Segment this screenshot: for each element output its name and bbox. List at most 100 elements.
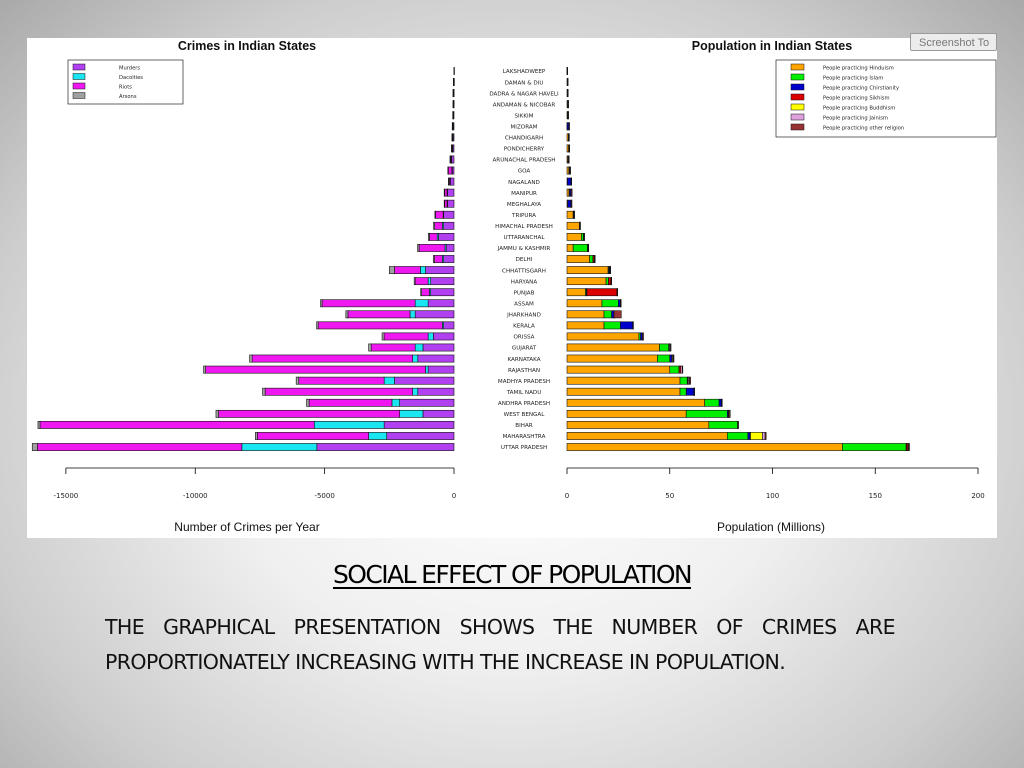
population-bar-segment xyxy=(567,177,572,186)
crimes-legend-swatch xyxy=(72,92,86,99)
crimes-bar-segment xyxy=(443,255,455,263)
crimes-bar-segment xyxy=(254,432,258,440)
crimes-bar-segment xyxy=(317,321,443,330)
population-legend-label: People practicing Hinduism xyxy=(823,66,894,72)
state-label: KARNATAKA xyxy=(507,357,540,363)
crimes-bar-segment xyxy=(262,387,266,396)
population-legend-swatch xyxy=(790,93,805,101)
state-label: ORISSA xyxy=(514,335,535,341)
state-label: CHHATTISGARH xyxy=(502,268,546,274)
crimes-legend-swatch xyxy=(72,82,86,90)
crimes-bar-segment xyxy=(417,244,420,252)
screenshot-tool-tab[interactable]: Screenshot To xyxy=(910,33,997,51)
state-label: ASSAM xyxy=(514,301,534,307)
population-bar-segment xyxy=(567,199,572,208)
slide-body-text: THE GRAPHICAL PRESENTATION SHOWS THE NUM… xyxy=(105,615,896,674)
crimes-bar-segment xyxy=(306,398,310,407)
crimes-x-tick-label: 0 xyxy=(452,492,456,500)
crimes-bar-segment xyxy=(383,421,455,429)
crimes-bar-segment xyxy=(427,365,455,374)
population-bar-segment xyxy=(566,432,728,440)
population-legend-label: People practicing other religion xyxy=(823,126,904,132)
population-bar-segment xyxy=(642,332,644,341)
state-label: DAMAN & DIU xyxy=(505,80,544,86)
crimes-bar-segment xyxy=(432,332,455,341)
state-label: BIHAR xyxy=(515,423,533,429)
population-legend-swatch xyxy=(790,123,805,131)
population-legend-label: People practicing Buddhism xyxy=(823,106,895,112)
population-legend-swatch xyxy=(790,113,805,121)
crimes-bar-segment xyxy=(422,343,455,352)
population-bar-segment xyxy=(669,354,673,363)
crimes-bar-segment xyxy=(313,421,385,429)
crimes-bar-segment xyxy=(389,266,395,274)
population-bar-segment xyxy=(570,188,573,197)
crimes-bar-segment xyxy=(394,376,455,385)
state-label: PONDICHERRY xyxy=(504,147,545,153)
crimes-bar-segment xyxy=(432,255,435,263)
population-bar-segment xyxy=(908,443,910,451)
crimes-bar-segment xyxy=(241,443,318,451)
crimes-legend-label: Murders xyxy=(119,66,140,72)
crimes-bar-segment xyxy=(370,343,416,352)
crimes-bar-segment xyxy=(452,89,454,98)
population-bar-segment xyxy=(693,387,696,396)
state-label: UTTAR PRADESH xyxy=(501,445,547,451)
state-label: TAMIL NADU xyxy=(506,390,542,396)
population-bar-segment xyxy=(570,199,573,208)
crimes-bar-segment xyxy=(443,188,446,197)
population-bar-segment xyxy=(568,133,570,142)
crimes-bar-segment xyxy=(381,332,385,341)
population-bar-segment xyxy=(566,365,671,374)
state-label: MANIPUR xyxy=(511,191,537,197)
population-bar-segment xyxy=(567,111,569,120)
population-bar-segment xyxy=(566,221,580,230)
crimes-legend-box xyxy=(67,59,184,105)
state-label: ARUNACHAL PRADESH xyxy=(492,158,555,164)
population-bar-segment xyxy=(569,166,571,175)
population-bar-segment xyxy=(583,233,585,241)
population-bar-segment xyxy=(608,277,612,286)
crimes-bar-segment xyxy=(452,100,454,109)
crimes-x-tick-label: -5000 xyxy=(314,492,334,500)
crimes-bar-segment xyxy=(386,432,455,440)
state-label: MADHYA PRADESH xyxy=(498,379,550,385)
crimes-x-tick-label: -10000 xyxy=(183,492,208,500)
population-bar-segment xyxy=(657,354,671,363)
crimes-bar-segment xyxy=(425,365,429,374)
crimes-bar-segment xyxy=(308,398,393,407)
state-label: JHARKHAND xyxy=(506,313,541,319)
population-bar-segment xyxy=(567,89,569,98)
population-bar-segment xyxy=(566,255,590,263)
crimes-bar-segment xyxy=(421,288,430,297)
crimes-bar-segment xyxy=(445,244,455,252)
crimes-bar-segment xyxy=(425,266,455,274)
population-bar-segment xyxy=(589,255,594,263)
crimes-bar-segment xyxy=(321,299,416,308)
crimes-bar-segment xyxy=(399,398,455,407)
crimes-bar-segment xyxy=(451,122,454,131)
crimes-bar-segment xyxy=(205,365,426,374)
population-bar-segment xyxy=(842,443,907,451)
population-bar-segment xyxy=(570,177,573,186)
crimes-bar-segment xyxy=(368,343,372,352)
state-label: ANDAMAN & NICOBAR xyxy=(493,102,556,108)
crimes-bar-segment xyxy=(412,387,419,396)
population-bar-segment xyxy=(572,244,588,252)
crimes-bar-segment xyxy=(447,199,455,208)
crimes-bar-segment xyxy=(257,432,369,440)
population-x-axis-label: Population (Millions) xyxy=(717,520,825,534)
crimes-bar-segment xyxy=(316,321,319,330)
state-label: NAGALAND xyxy=(508,180,540,186)
crimes-bar-segment xyxy=(422,409,455,418)
population-bar-segment xyxy=(609,266,611,274)
crimes-bar-segment xyxy=(414,310,455,319)
population-bar-segment xyxy=(566,354,658,363)
crimes-bar-segment xyxy=(412,354,419,363)
crimes-legend-label: Riots xyxy=(119,85,132,91)
population-bar-segment xyxy=(669,365,680,374)
population-bar-segment xyxy=(601,299,619,308)
population-bar-segment xyxy=(616,288,618,297)
crimes-bar-segment xyxy=(298,376,385,385)
crimes-legend-label: Dacoities xyxy=(119,75,143,81)
